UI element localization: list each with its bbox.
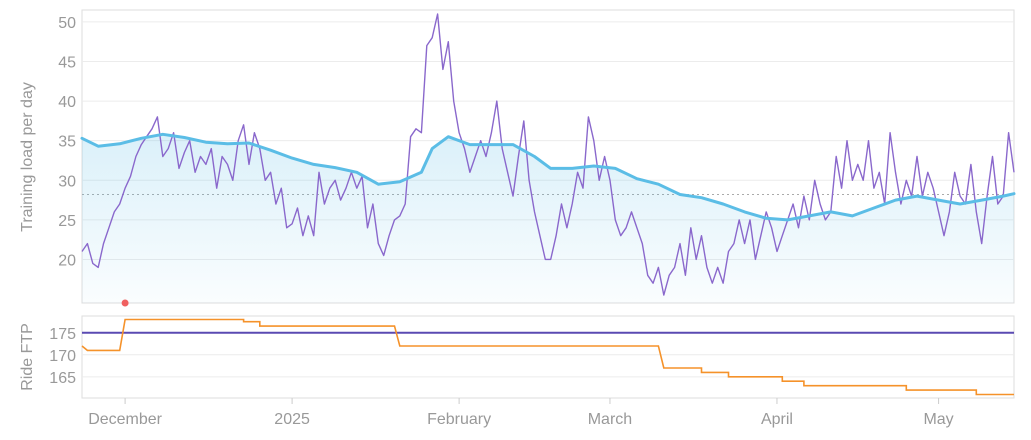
ftp-y-tick-label: 165	[49, 370, 76, 387]
ftp-change-marker	[121, 299, 129, 307]
ftp-y-tick-label: 170	[49, 348, 76, 365]
x-axis-ticks: December 2025 February March April May	[88, 398, 954, 428]
ftp-y-axis-label: Ride FTP	[19, 323, 36, 391]
x-tick-label: March	[588, 411, 632, 428]
load-area	[82, 134, 1014, 303]
ftp-y-tick-label: 175	[49, 326, 76, 343]
load-y-tick-label: 35	[58, 134, 76, 151]
ftp-series	[81, 318, 1014, 396]
x-tick-label: February	[427, 411, 491, 428]
x-tick-label: April	[761, 411, 793, 428]
load-y-axis-label: Training load per day	[19, 82, 36, 232]
ftp-panel: 165 170 175 Ride FTP	[19, 315, 1015, 399]
load-y-tick-label: 20	[58, 252, 76, 269]
load-y-tick-label: 40	[58, 94, 76, 111]
x-tick-label: December	[88, 411, 162, 428]
load-y-tick-label: 45	[58, 54, 76, 71]
fitness-area-fill	[82, 134, 1014, 303]
average-load-line	[80, 132, 1016, 222]
load-y-tick-label: 50	[58, 15, 76, 32]
ftp-step-line	[81, 318, 1014, 396]
load-series	[80, 13, 1016, 296]
load-y-ticks: 20 25 30 35 40 45 50	[58, 15, 76, 270]
x-tick-label: 2025	[274, 411, 310, 428]
daily-load-line	[81, 13, 1015, 296]
ftp-y-ticks: 165 170 175	[49, 326, 76, 387]
load-panel: 20 25 30 35 40 45 50 Training load per day	[19, 9, 1016, 304]
load-y-tick-label: 30	[58, 173, 76, 190]
load-y-tick-label: 25	[58, 213, 76, 230]
x-tick-label: May	[923, 411, 953, 428]
ftp-plot-frame	[81, 315, 1015, 399]
ftp-change-markers	[121, 299, 129, 307]
